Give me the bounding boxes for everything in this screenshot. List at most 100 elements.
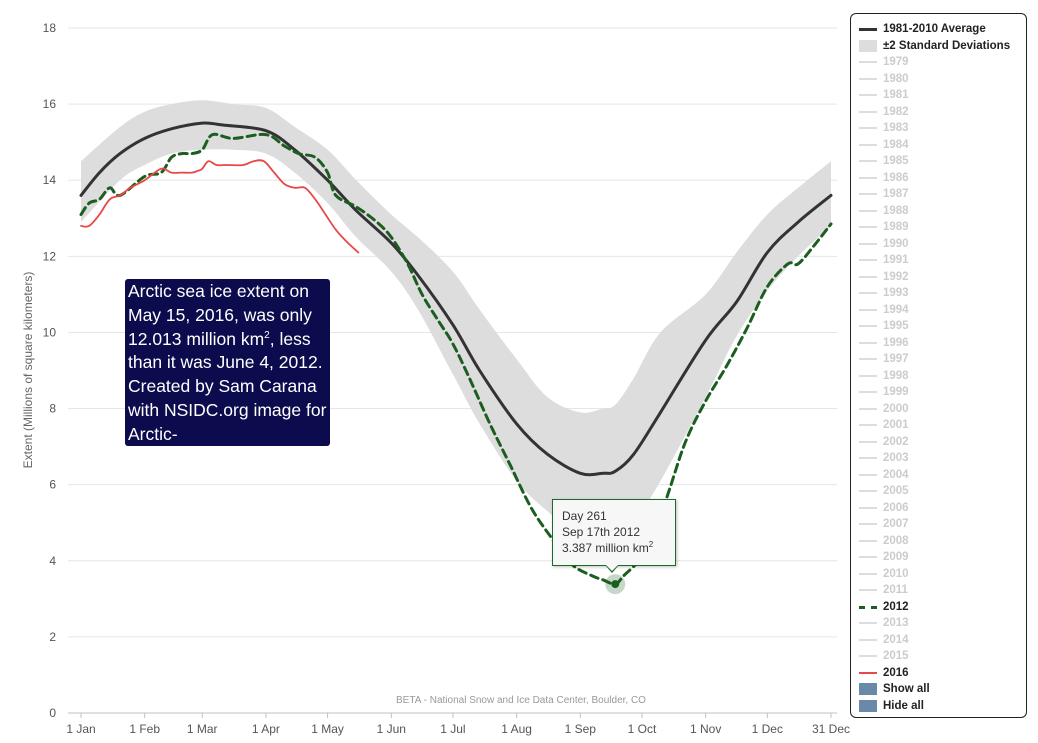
line-swatch-icon [859,370,877,382]
legend-item-year[interactable]: 1985 [859,153,1026,170]
legend-label: 2013 [883,617,909,630]
line-swatch-icon [859,188,877,200]
legend-label: 2011 [883,584,908,597]
legend-item-std[interactable]: ±2 Standard Deviations [859,38,1026,55]
legend-label: 1980 [883,72,909,85]
legend-item-year[interactable]: 1980 [859,71,1026,88]
legend-label: 2012 [883,600,909,613]
legend-item-year[interactable]: 1993 [859,285,1026,302]
line-swatch-icon [859,617,877,629]
legend-item-year[interactable]: 2002 [859,434,1026,451]
line-swatch-icon [859,89,877,101]
legend-item-year[interactable]: 2000 [859,401,1026,418]
legend-label: 1995 [883,320,909,333]
legend-panel: 1981-2010 Average ±2 Standard Deviations… [850,13,1027,718]
legend-item-year[interactable]: 1995 [859,318,1026,335]
legend-item-year[interactable]: 2008 [859,533,1026,550]
legend-item-year[interactable]: 1987 [859,186,1026,203]
legend-item-year[interactable]: 2014 [859,632,1026,649]
legend-item-year[interactable]: 1986 [859,170,1026,187]
legend-item-year[interactable]: 2007 [859,516,1026,533]
dashed-line-swatch-icon [859,601,877,613]
hide-all-label: Hide all [883,699,924,712]
legend-item-year[interactable]: 2011 [859,582,1026,599]
legend-item-average[interactable]: 1981-2010 Average [859,21,1026,38]
legend-item-year[interactable]: 2003 [859,450,1026,467]
legend-item-year[interactable]: 1981 [859,87,1026,104]
legend-item-year[interactable]: 1996 [859,335,1026,352]
annotation-unit-sup: 2 [264,329,270,341]
x-tick-label: 1 Aug [501,722,532,736]
legend-label: 2014 [883,633,909,646]
line-swatch-icon [859,436,877,448]
line-swatch-icon [859,386,877,398]
series-line-2012 [79,132,833,586]
y-tick-label: 14 [43,173,57,187]
legend-label: 2008 [883,534,909,547]
tooltip-value: 3.387 million km [562,541,649,555]
legend-label: 2004 [883,468,909,481]
legend-item-year[interactable]: 1994 [859,302,1026,319]
show-all-label: Show all [883,683,930,696]
y-axis-ticks: 0 2 4 6 8 10 12 14 16 18 [43,21,57,720]
legend-item-year[interactable]: 1990 [859,236,1026,253]
line-swatch-icon [859,172,877,184]
legend-label: 2002 [883,435,909,448]
legend-item-year[interactable]: 2013 [859,615,1026,632]
legend-item-year[interactable]: 2004 [859,467,1026,484]
legend-item-year[interactable]: 2001 [859,417,1026,434]
legend-item-year[interactable]: 1997 [859,351,1026,368]
x-tick-label: 1 Apr [252,722,280,736]
line-swatch-icon [859,254,877,266]
x-tick-label: 1 Oct [628,722,657,736]
std-dev-band-area [81,100,831,542]
legend-item-year[interactable]: 1992 [859,269,1026,286]
y-tick-label: 4 [49,554,56,568]
legend-label: 2005 [883,485,909,498]
line-swatch-icon [859,106,877,118]
annotation-line: 12.013 million km2, less [128,328,327,352]
legend-label: 1988 [883,204,909,217]
annotation-line: Created by Sam Carana [128,376,317,397]
line-swatch-icon [859,469,877,481]
legend-item-year[interactable]: 1999 [859,384,1026,401]
legend-item-year[interactable]: 1998 [859,368,1026,385]
legend-label: 1981 [883,89,909,102]
legend-item-year[interactable]: 2009 [859,549,1026,566]
legend-item-year[interactable]: 2005 [859,483,1026,500]
legend-label: 2000 [883,402,909,415]
line-swatch-icon [859,452,877,464]
show-all-button[interactable]: Show all [859,681,1026,698]
line-swatch-icon [859,320,877,332]
hide-all-button[interactable]: Hide all [859,698,1026,715]
legend-item-year[interactable]: 1989 [859,219,1026,236]
y-tick-label: 2 [49,630,56,644]
legend-label: 2001 [883,419,909,432]
legend-item-2016[interactable]: 2016 [859,665,1026,682]
line-swatch-icon [859,155,877,167]
legend-label: 1999 [883,386,909,399]
series-lines [79,121,833,586]
tooltip-arrow-inner [606,565,618,571]
legend-label: 1991 [883,254,909,267]
line-swatch-icon [859,205,877,217]
legend-item-2012[interactable]: 2012 [859,599,1026,616]
legend-item-year[interactable]: 1988 [859,203,1026,220]
legend-item-year[interactable]: 1982 [859,104,1026,121]
line-swatch-icon [859,139,877,151]
legend-label: 2015 [883,650,909,663]
legend-label: 1982 [883,105,909,118]
legend-label: 1996 [883,336,909,349]
line-swatch-icon [859,551,877,563]
legend-item-year[interactable]: 1984 [859,137,1026,154]
legend-item-year[interactable]: 2006 [859,500,1026,517]
annotation-line: with NSIDC.org image for [128,399,327,420]
legend-item-year[interactable]: 2015 [859,648,1026,665]
highlight-marker[interactable] [605,574,626,595]
legend-label: 2016 [883,666,909,679]
legend-item-year[interactable]: 1991 [859,252,1026,269]
legend-item-year[interactable]: 1979 [859,54,1026,71]
legend-item-year[interactable]: 1983 [859,120,1026,137]
legend-item-year[interactable]: 2010 [859,566,1026,583]
annotation-value: 12.013 million km [128,328,265,349]
